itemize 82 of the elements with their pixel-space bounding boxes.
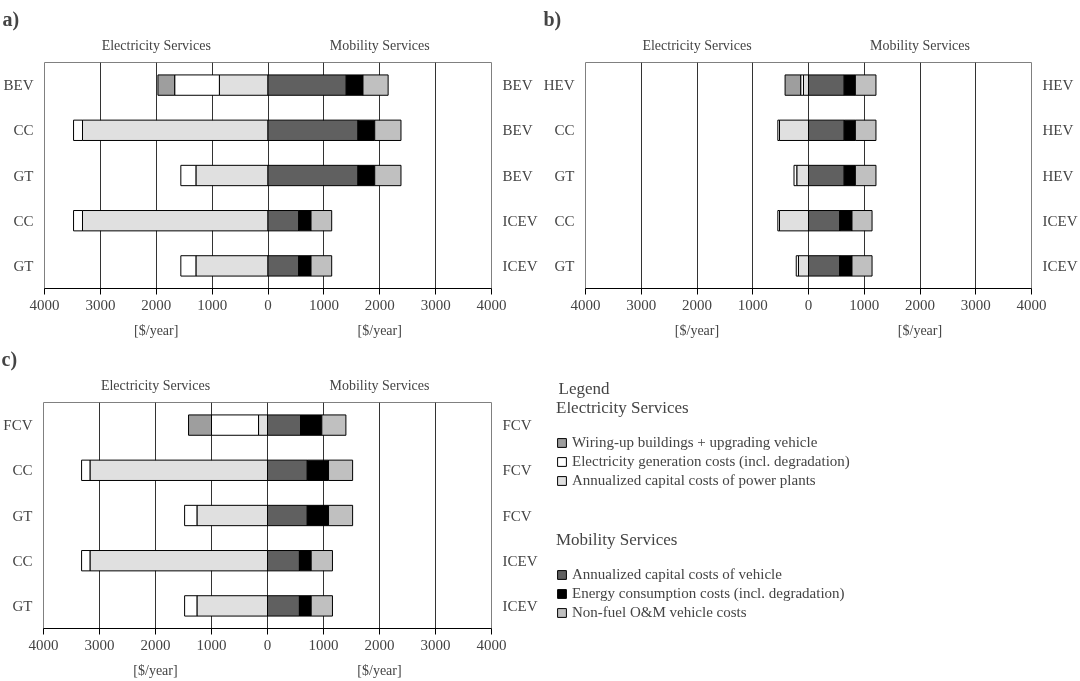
x-tick-label: 4000 <box>28 636 59 653</box>
y2-tick-label: ICEV <box>502 597 538 614</box>
y2-tick-label: FCV <box>502 507 532 524</box>
y2-tick-label: FCV <box>502 417 532 434</box>
legend-label: Electricity generation costs (incl. degradation) <box>572 453 850 470</box>
text: Mobility Services <box>556 530 678 549</box>
x-tick-label: 4000 <box>570 296 601 313</box>
y2-tick-label: HEV <box>1042 77 1074 94</box>
text: [$/year] <box>357 322 402 338</box>
y-tick-label: CC <box>554 122 575 139</box>
x-tick-label: 1000 <box>849 296 880 313</box>
text: Electricity Services <box>642 37 752 53</box>
x-tick-label: 1000 <box>308 296 339 313</box>
x-tick-label: 3000 <box>420 636 451 653</box>
text: Electricity Services <box>100 377 211 393</box>
y2-tick-label: HEV <box>1042 167 1074 184</box>
y2-tick-label: ICEV <box>502 552 538 569</box>
y-tick-label: CC <box>554 212 575 229</box>
y2-tick-label: BEV <box>502 122 533 139</box>
x-tick-label: 2000 <box>682 296 712 313</box>
y-tick-label: HEV <box>543 77 575 94</box>
x-tick-label: 3000 <box>84 636 115 653</box>
y2-tick-label: ICEV <box>1042 257 1078 274</box>
x-tick-label: 2000 <box>140 636 171 653</box>
y2-tick-label: FCV <box>502 462 532 479</box>
x-tick-label: 1000 <box>197 296 228 313</box>
legend-label: Annualized capital costs of vehicle <box>572 566 782 583</box>
x-tick-label: 1000 <box>737 296 768 313</box>
x-tick-label: 0 <box>263 636 272 653</box>
bar <box>784 74 802 96</box>
x-tick-label: 4000 <box>476 296 507 313</box>
y-tick-label: CC <box>13 122 34 139</box>
text: [$/year] <box>357 662 402 678</box>
text: Mobility Services <box>870 37 970 53</box>
legend-label: Non-fuel O&M vehicle costs <box>572 604 747 621</box>
y-tick-label: GT <box>13 167 34 184</box>
chart-title: c) <box>1 347 18 371</box>
y-tick-label: CC <box>12 462 33 479</box>
legend-title: Legend <box>558 378 610 398</box>
text: Mobility Services <box>329 377 430 393</box>
x-axis-title: [$/year] <box>674 322 720 338</box>
x-tick-label: 0 <box>264 296 272 313</box>
x-axis-title: [$/year] <box>134 322 179 338</box>
legend-label: Wiring-up buildings + upgrading vehicle <box>572 434 818 451</box>
x-tick-label: 2000 <box>905 296 935 313</box>
x-tick-label: 4000 <box>1016 296 1047 313</box>
y-tick-label: CC <box>12 552 33 569</box>
y2-tick-label: BEV <box>502 167 533 184</box>
y2-tick-label: BEV <box>502 77 533 94</box>
y2-tick-label: ICEV <box>502 212 538 229</box>
y-tick-label: GT <box>12 507 33 524</box>
x-tick-label: 4000 <box>29 296 60 313</box>
text: Mobility Services <box>329 37 430 53</box>
x-axis-title: [$/year] <box>133 662 178 678</box>
y-tick-label: GT <box>554 257 575 274</box>
text: [$/year] <box>897 322 943 338</box>
y2-tick-label: ICEV <box>1042 212 1078 229</box>
x-tick-label: 3000 <box>626 296 657 313</box>
y2-tick-label: HEV <box>1042 122 1074 139</box>
text: Electricity Services <box>556 401 689 417</box>
text: Electricity Services <box>101 37 211 53</box>
x-tick-label: 2000 <box>141 296 172 313</box>
y-tick-label: GT <box>13 257 34 274</box>
chart-title: a) <box>2 7 20 31</box>
y-tick-label: FCV <box>3 417 33 434</box>
x-tick-label: 3000 <box>960 296 991 313</box>
x-tick-label: 3000 <box>85 296 116 313</box>
x-tick-label: 1000 <box>196 636 227 653</box>
y-tick-label: GT <box>554 167 575 184</box>
x-tick-label: 0 <box>804 296 813 313</box>
x-tick-label: 4000 <box>476 636 507 653</box>
legend-label: Energy consumption costs (incl. degradation) <box>572 585 845 602</box>
x-tick-label: 2000 <box>364 636 395 653</box>
y-tick-label: GT <box>12 597 33 614</box>
x-tick-label: 3000 <box>420 296 451 313</box>
y2-tick-label: ICEV <box>502 257 538 274</box>
y-tick-label: BEV <box>3 77 34 94</box>
y-tick-label: CC <box>13 212 34 229</box>
legend-label: Annualized capital costs of power plants <box>572 472 816 489</box>
chart-title: b) <box>543 7 562 31</box>
x-tick-label: 1000 <box>308 636 339 653</box>
x-tick-label: 2000 <box>364 296 395 313</box>
